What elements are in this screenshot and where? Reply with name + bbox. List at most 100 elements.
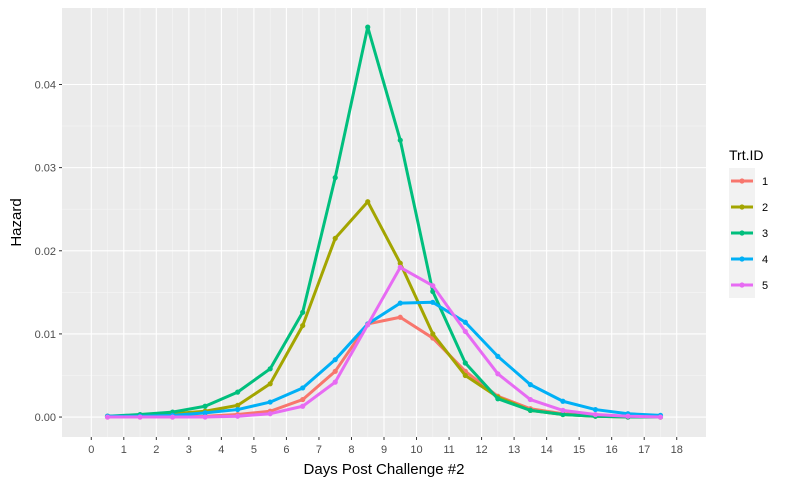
y-axis: 0.00 0.01 0.02 0.03 0.04 (35, 79, 62, 424)
legend-item-4: 4 (729, 246, 768, 272)
data-point (267, 411, 273, 417)
data-point (365, 199, 371, 205)
x-tick-label: 18 (671, 444, 683, 456)
data-point (235, 406, 241, 413)
y-axis-title: Hazard (8, 198, 25, 246)
data-point (365, 24, 371, 30)
data-point (104, 414, 111, 420)
data-point (657, 414, 664, 420)
y-tick-label: 0.04 (35, 79, 56, 91)
x-tick-label: 5 (251, 444, 257, 456)
data-point (527, 396, 533, 403)
data-point (462, 328, 468, 335)
x-axis: 0 1 2 3 4 5 6 7 8 9 10 11 12 13 14 15 16 17 18 (88, 437, 683, 456)
x-tick-label: 8 (348, 444, 354, 456)
x-axis-title: Days Post Challenge #2 (304, 461, 465, 478)
data-point (560, 407, 566, 413)
x-tick-label: 1 (121, 444, 127, 456)
legend-label: 2 (762, 202, 768, 214)
data-point (202, 414, 208, 420)
legend-label: 1 (762, 176, 768, 188)
data-point (462, 372, 468, 379)
data-point (300, 322, 306, 329)
data-point (495, 396, 501, 402)
x-tick-label: 9 (381, 444, 387, 456)
legend-key-point (739, 178, 745, 184)
x-tick-label: 4 (218, 444, 224, 456)
x-tick-label: 16 (606, 444, 618, 456)
series-line-3 (106, 25, 662, 419)
data-point (267, 366, 273, 372)
data-point (592, 411, 599, 418)
data-point (332, 235, 338, 241)
x-tick-label: 10 (410, 444, 422, 456)
series-layer (104, 24, 664, 420)
data-point (527, 407, 533, 413)
legend-item-5: 5 (729, 272, 768, 298)
x-tick-label: 14 (541, 444, 553, 456)
data-point (365, 322, 371, 328)
data-point (235, 402, 241, 409)
data-point (462, 319, 468, 325)
data-point (202, 410, 208, 416)
x-tick-label: 15 (573, 444, 585, 456)
data-point (430, 299, 436, 305)
data-point (527, 382, 533, 388)
data-point (560, 398, 566, 404)
legend-label: 3 (762, 228, 768, 240)
data-point (592, 406, 599, 413)
data-point (397, 314, 403, 320)
data-point (332, 379, 338, 385)
x-tick-label: 2 (153, 444, 159, 456)
data-point (235, 389, 241, 395)
x-tick-label: 17 (638, 444, 650, 456)
data-point (462, 360, 468, 366)
data-point (300, 385, 306, 391)
data-point (137, 414, 143, 420)
legend-key-point (739, 230, 745, 236)
data-point (300, 403, 306, 409)
data-point (397, 264, 403, 270)
data-point (235, 413, 241, 419)
y-tick-label: 0.00 (35, 412, 56, 424)
x-tick-label: 3 (186, 444, 192, 456)
data-point (202, 403, 208, 409)
legend-key-point (739, 256, 745, 262)
legend-item-2: 2 (729, 194, 768, 220)
legend-label: 4 (762, 254, 768, 266)
data-point (430, 283, 436, 289)
x-tick-label: 7 (316, 444, 322, 456)
data-point (332, 175, 338, 181)
data-point (560, 411, 566, 418)
data-point (397, 260, 403, 266)
x-tick-label: 13 (508, 444, 520, 456)
data-point (625, 413, 631, 419)
data-point (495, 353, 501, 359)
x-tick-label: 6 (283, 444, 289, 456)
legend: Trt.ID 1 2 3 4 5 (729, 147, 768, 298)
data-point (332, 368, 338, 374)
legend-key-point (739, 204, 745, 210)
legend-item-3: 3 (729, 220, 768, 246)
legend-keys: 1 2 3 4 5 (729, 168, 768, 298)
data-point (267, 399, 273, 405)
data-point (397, 300, 403, 306)
legend-key-point (739, 282, 745, 288)
y-tick-label: 0.01 (35, 329, 56, 341)
data-point (430, 288, 436, 295)
data-point (267, 381, 273, 387)
y-tick-label: 0.02 (35, 246, 56, 258)
data-point (300, 309, 306, 315)
data-point (169, 414, 176, 420)
y-tick-label: 0.03 (35, 163, 56, 175)
data-point (430, 331, 436, 337)
series-line-5 (106, 265, 662, 419)
series-5 (104, 264, 664, 420)
x-tick-label: 0 (88, 444, 94, 456)
data-point (300, 396, 306, 403)
legend-title: Trt.ID (729, 147, 763, 163)
series-line-4 (106, 300, 662, 418)
legend-label: 5 (762, 280, 768, 292)
x-tick-label: 11 (443, 444, 454, 456)
